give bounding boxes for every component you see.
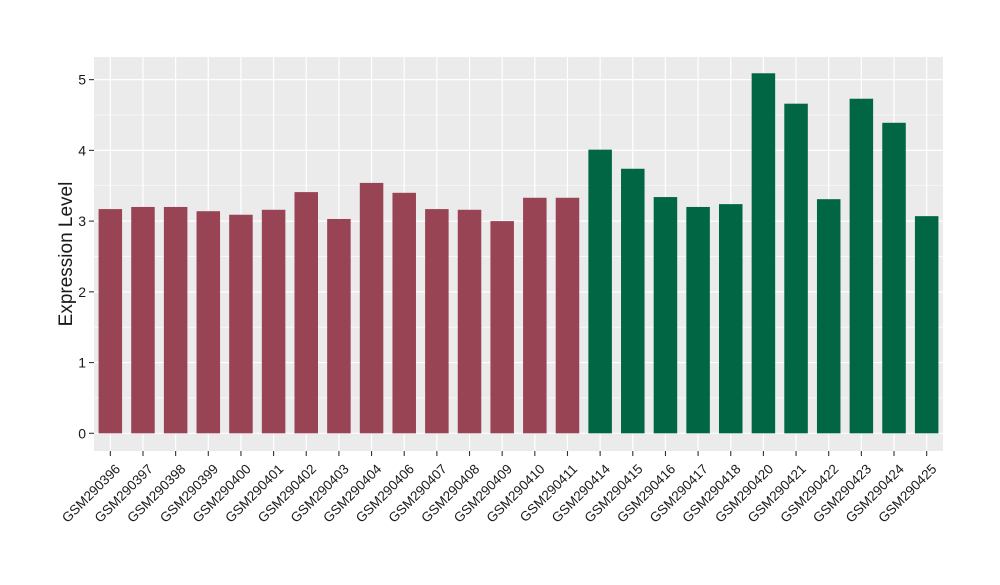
bars <box>98 73 939 434</box>
bar-GSM290416 <box>653 197 678 434</box>
bar-GSM290417 <box>686 206 710 434</box>
bar-GSM290424 <box>882 122 906 434</box>
bar-GSM290414 <box>588 149 612 434</box>
bar-GSM290402 <box>294 192 319 434</box>
bar-GSM290421 <box>784 103 808 434</box>
y-axis-title: Expression Level <box>56 182 77 327</box>
plot-panel <box>94 57 943 451</box>
bar-GSM290407 <box>425 209 449 434</box>
bar-GSM290418 <box>718 204 743 434</box>
bar-GSM290398 <box>163 206 188 434</box>
bar-GSM290411 <box>555 197 580 434</box>
bar-GSM290404 <box>359 182 384 434</box>
y-tick-label: 2 <box>78 284 86 300</box>
bar-GSM290403 <box>327 218 351 434</box>
bar-GSM290420 <box>751 73 776 434</box>
y-tick-label: 4 <box>78 142 86 158</box>
bar-GSM290400 <box>229 214 253 434</box>
bar-GSM290397 <box>131 206 155 434</box>
bar-GSM290406 <box>392 192 416 434</box>
bar-GSM290415 <box>621 168 645 434</box>
y-tick-label: 5 <box>78 72 86 88</box>
bar-GSM290410 <box>523 197 547 434</box>
bar-GSM290399 <box>196 211 221 434</box>
bar-GSM290422 <box>816 199 841 434</box>
y-axis: 0 1 2 3 4 5 <box>78 72 94 441</box>
bar-GSM290409 <box>490 221 514 434</box>
bar-GSM290408 <box>457 209 482 434</box>
bar-GSM290401 <box>261 209 286 434</box>
bar-GSM290425 <box>914 216 939 434</box>
bar-GSM290396 <box>98 209 123 434</box>
y-tick-label: 3 <box>78 213 86 229</box>
x-axis: GSM290396GSM290397GSM290398GSM290399GSM2… <box>59 451 940 526</box>
y-tick-label: 1 <box>78 355 86 371</box>
y-tick-label: 0 <box>78 425 86 441</box>
bar-GSM290423 <box>849 98 874 434</box>
